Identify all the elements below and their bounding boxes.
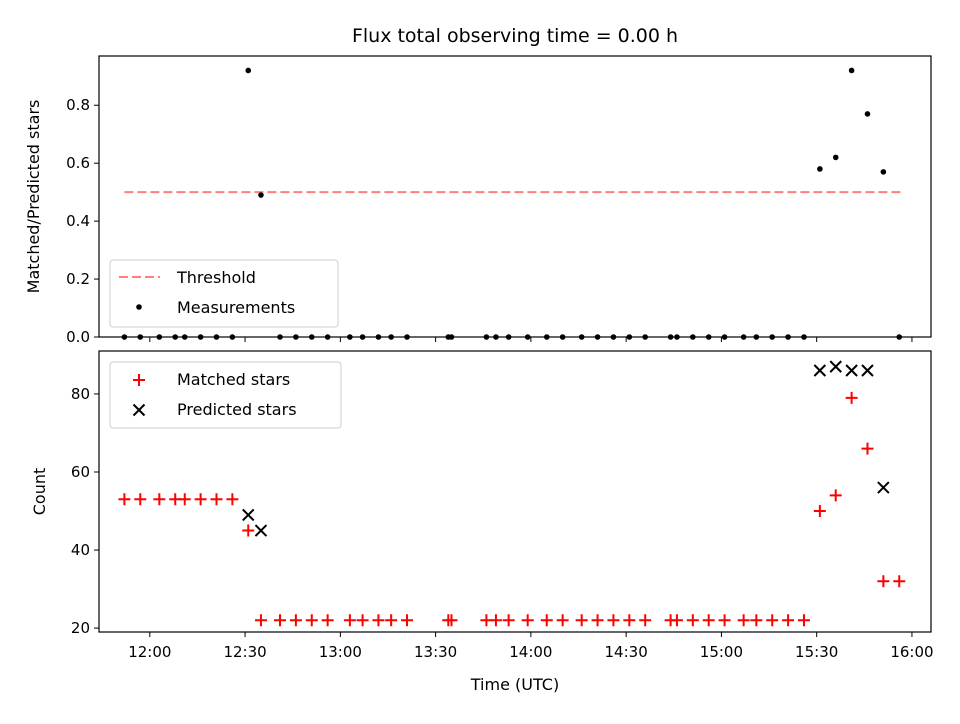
matched-star-point [623,614,636,627]
matched-star-point [639,614,652,627]
matched-star-point [502,614,515,627]
measurement-point [864,111,871,117]
y-tick-label: 80 [71,385,90,403]
y-axis-label: Count [30,468,49,516]
matched-star-point [343,614,356,627]
legend-box [109,259,339,328]
matched-star-point [242,524,255,537]
legend-bottom: Matched stars Predicted stars [109,361,342,429]
legend-threshold-label: Threshold [176,268,256,287]
matched-star-point [226,493,239,506]
matched-star-point [321,614,334,627]
x-tick-label: 12:30 [223,643,266,661]
measurement-point [817,166,823,172]
matched-star-point [861,442,874,455]
axes-frame [98,350,932,633]
x-tick-label: 14:30 [605,643,648,661]
matched-star-point [877,575,890,588]
matched-star-point [254,614,267,627]
x-axis-label: Time (UTC) [470,675,559,694]
y-tick-label: 60 [71,463,90,481]
x-tick-label: 13:00 [319,643,362,661]
matched-star-point [210,493,223,506]
measurement-point [848,67,855,74]
y-tick-label: 0.8 [66,96,90,114]
matched-star-point [766,614,779,627]
x-tick-label: 16:00 [890,643,933,661]
matched-star-point [686,614,699,627]
legend-top: Threshold Measurements [109,259,339,328]
matched-star-point [153,493,166,506]
axes-frame [98,55,932,338]
predicted-star-point [829,360,842,373]
matched-star-point [178,493,191,506]
legend-measurements-swatch [136,304,142,310]
matched-star-point [305,614,318,627]
matched-star-point [372,614,385,627]
matched-star-point [118,493,131,506]
matched-star-point [737,614,750,627]
matched-star-point [591,614,604,627]
matched-star-point [670,614,683,627]
matched-star-point [575,614,588,627]
matched-star-point [782,614,795,627]
legend-predicted-label: Predicted stars [177,400,297,419]
legend-measurements-label: Measurements [177,298,295,317]
y-tick-label: 20 [71,619,90,637]
measurement-point [832,154,839,161]
predicted-star-point [877,481,890,494]
y-tick-label: 40 [71,541,90,559]
matched-star-point [134,493,147,506]
matched-star-point [274,614,287,627]
matched-star-point [540,614,553,627]
legend-matched-swatch [133,374,145,386]
matched-star-point [750,614,763,627]
predicted-star-point [242,508,255,522]
predicted-star-point [861,364,874,377]
matched-star-point [289,614,302,627]
matched-star-point [797,614,810,627]
matched-star-point [813,505,826,518]
x-tick-label: 14:00 [509,643,552,661]
matched-star-point [556,614,569,627]
y-tick-label: 0.2 [66,270,90,288]
matched-star-point [893,575,906,588]
legend-predicted-swatch [132,403,146,417]
matched-star-point [845,391,858,404]
measurement-point [258,192,264,198]
matched-star-point [521,614,534,627]
top-panel: 0.0 0.2 0.4 0.6 0.8 Matched/Predicted stars Th… [24,55,932,346]
predicted-star-point [813,364,827,377]
chart-title: Flux total observing time = 0.00 h [352,25,678,47]
bottom-panel: 12:00 12:30 13:00 13:30 14:00 14:30 15:00 15:30… [30,350,934,694]
measurement-point [245,67,252,74]
matched-star-point [702,614,715,627]
matched-star-point [607,614,620,627]
x-tick-label: 15:00 [700,643,743,661]
legend-matched-label: Matched stars [177,370,290,389]
matched-star-point [385,614,398,627]
x-tick-label: 12:00 [128,643,171,661]
matched-star-point [718,614,731,627]
y-axis-label: Matched/Predicted stars [24,100,43,294]
matched-star-point [829,489,842,502]
matched-star-point [489,614,502,627]
matched-star-point [401,614,414,627]
predicted-star-point [254,524,268,537]
matched-star-point [356,614,369,627]
measurement-point [880,169,887,175]
matched-star-point [445,614,458,627]
y-tick-label: 0.6 [66,154,90,172]
x-tick-label: 15:30 [795,643,838,661]
y-tick-label: 0.4 [66,212,90,230]
y-tick-label: 0.0 [66,328,90,346]
x-tick-label: 13:30 [414,643,457,661]
predicted-star-point [845,364,858,377]
matched-star-point [194,493,207,506]
legend-box [109,361,342,429]
